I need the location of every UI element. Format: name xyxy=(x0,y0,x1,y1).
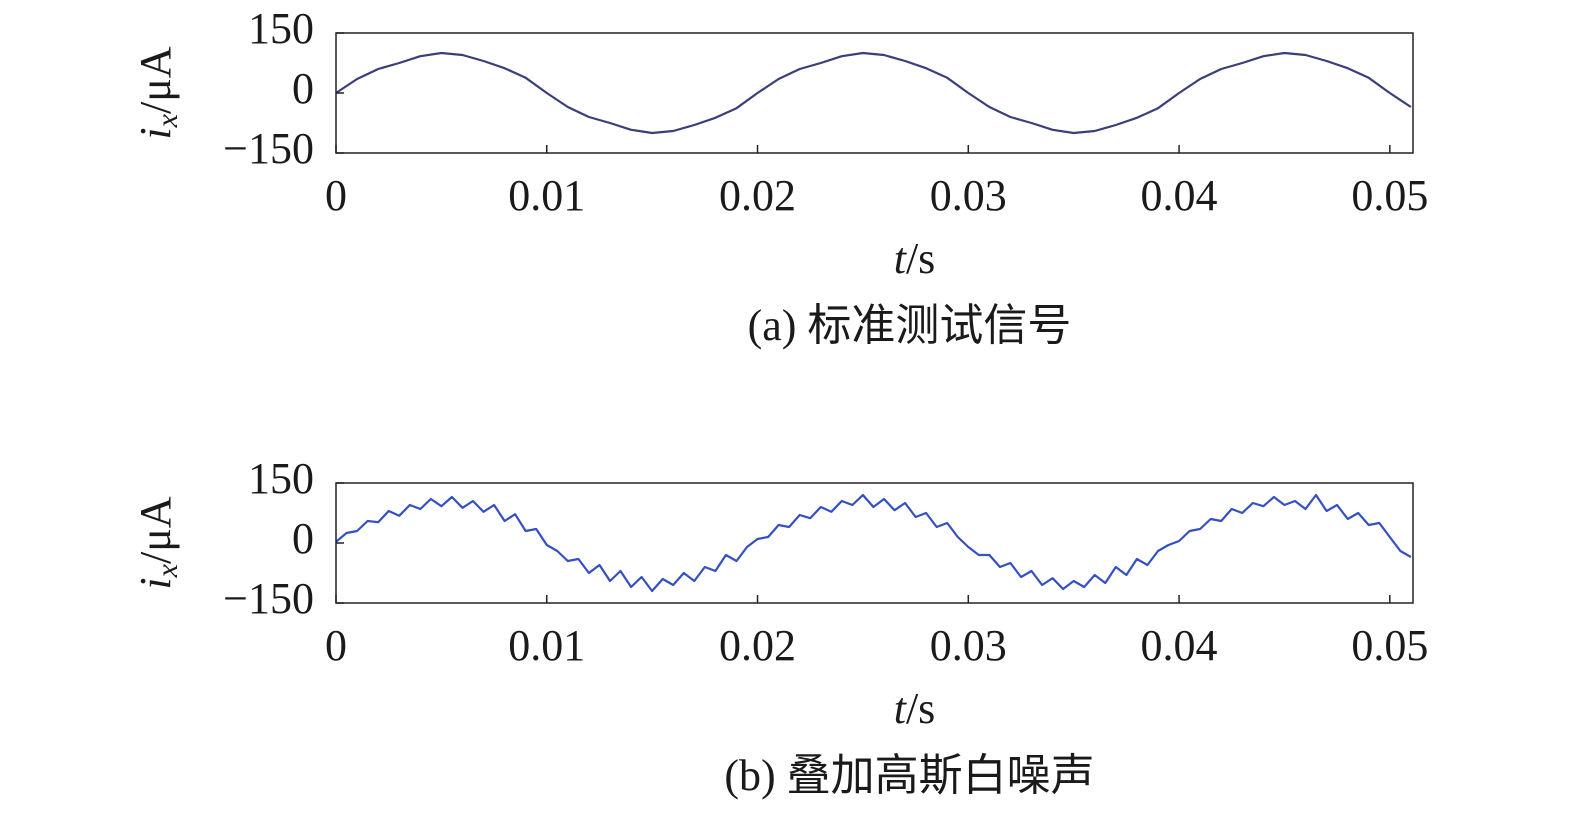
x-tick-label: 0.03 xyxy=(930,621,1007,670)
y-axis-label: ix/μA xyxy=(131,46,184,139)
x-tick-label: 0.05 xyxy=(1351,171,1428,220)
caption: (b) 叠加高斯白噪声 xyxy=(724,751,1094,800)
x-tick-label: 0.03 xyxy=(930,171,1007,220)
y-label-sub: x xyxy=(151,563,184,578)
y-axis-label: ix/μA xyxy=(131,496,184,589)
x-axis-label: t/s xyxy=(894,234,936,283)
x-tick-label: 0.02 xyxy=(719,621,796,670)
x-tick-label: 0.04 xyxy=(1141,621,1218,670)
y-tick-label: 150 xyxy=(248,4,314,53)
y-label-unit: /μA xyxy=(131,496,180,564)
x-label-var: t xyxy=(894,684,908,733)
y-label-var: i xyxy=(131,577,180,589)
signal-line xyxy=(335,51,1412,135)
axes-frame xyxy=(335,482,1414,604)
x-label-unit: /s xyxy=(906,234,935,283)
caption: (a) 标准测试信号 xyxy=(748,301,1072,350)
signal-line xyxy=(335,493,1412,593)
y-label-var: i xyxy=(131,127,180,139)
x-tick-label: 0.01 xyxy=(508,621,585,670)
axes-frame xyxy=(335,32,1414,154)
x-tick-label: 0 xyxy=(325,621,347,670)
x-tick-label: 0 xyxy=(325,171,347,220)
y-tick-label: 0 xyxy=(292,64,314,113)
y-label-sub: x xyxy=(151,113,184,128)
x-tick-label: 0.02 xyxy=(719,171,796,220)
x-tick-label: 0.01 xyxy=(508,171,585,220)
y-tick-label: 0 xyxy=(292,514,314,563)
y-tick-label: −150 xyxy=(223,574,314,623)
x-tick-label: 0.05 xyxy=(1351,621,1428,670)
x-axis-label: t/s xyxy=(894,684,936,733)
x-tick-label: 0.04 xyxy=(1141,171,1218,220)
y-label-unit: /μA xyxy=(131,46,180,114)
y-tick-label: 150 xyxy=(248,454,314,503)
x-label-unit: /s xyxy=(906,684,935,733)
x-label-var: t xyxy=(894,234,908,283)
y-tick-label: −150 xyxy=(223,124,314,173)
